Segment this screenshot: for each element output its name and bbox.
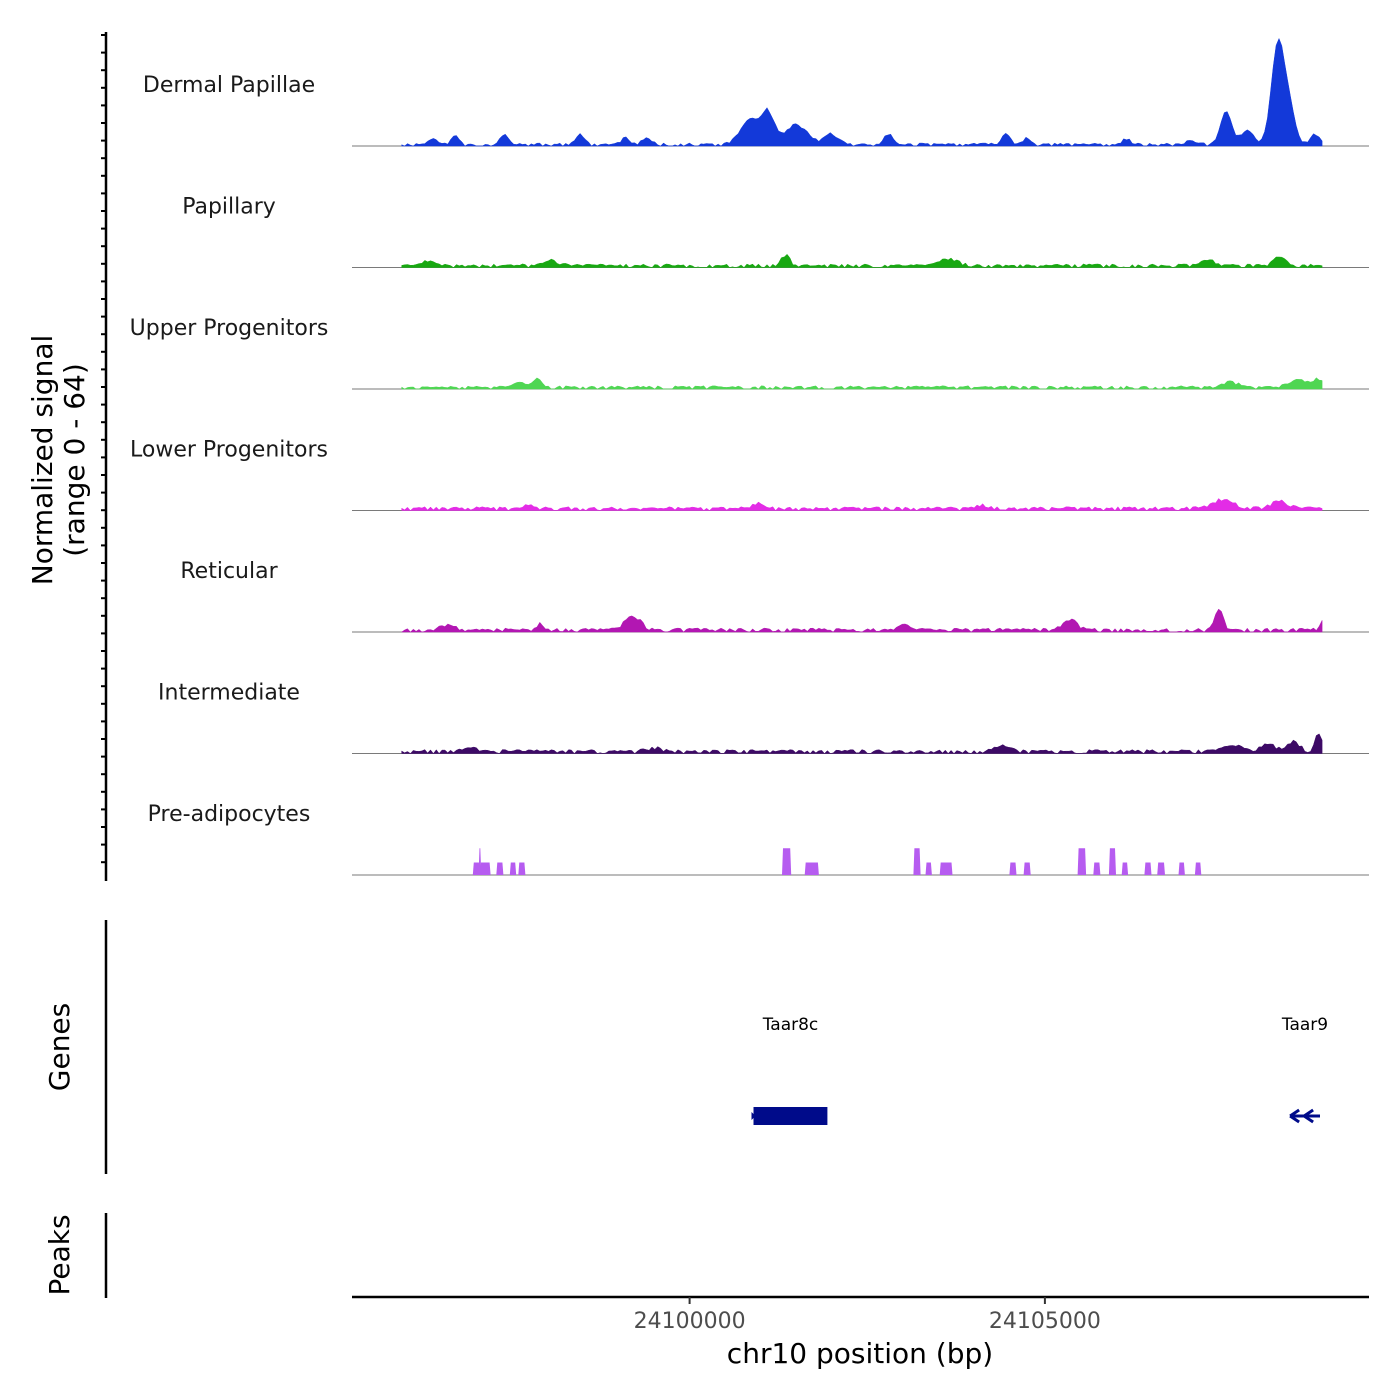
x-tick-label: 24100000 bbox=[634, 1309, 746, 1334]
peaks-label: Peaks bbox=[43, 1214, 76, 1295]
track-dermal-papillae: Dermal Papillae bbox=[143, 37, 1369, 147]
signal-block bbox=[939, 862, 953, 875]
track-label: Upper Progenitors bbox=[130, 316, 329, 341]
track-papillary: Papillary bbox=[182, 195, 1369, 268]
signal-area bbox=[401, 253, 1323, 268]
x-axis-title: chr10 position (bp) bbox=[727, 1337, 993, 1370]
signal-y-axis bbox=[101, 32, 108, 881]
track-pre-adipocytes: Pre-adipocytes bbox=[148, 802, 1369, 876]
gene-strand-arrow bbox=[751, 1112, 756, 1120]
signal-block bbox=[1157, 862, 1165, 875]
signal-block bbox=[804, 862, 819, 875]
track-label: Dermal Papillae bbox=[143, 73, 315, 98]
gene-taar9: Taar9 bbox=[1281, 1015, 1328, 1124]
gene-label: Taar8c bbox=[762, 1015, 819, 1035]
gene-body bbox=[753, 1107, 828, 1125]
signal-block bbox=[1009, 862, 1017, 875]
signal-block bbox=[1194, 862, 1202, 875]
x-tick-label: 24105000 bbox=[989, 1309, 1101, 1334]
gene-label: Taar9 bbox=[1281, 1015, 1328, 1035]
signal-block bbox=[782, 848, 792, 875]
track-label: Reticular bbox=[180, 559, 278, 584]
signal-area bbox=[401, 733, 1323, 754]
y-axis-title-line1: Normalized signal bbox=[26, 335, 59, 586]
track-label: Papillary bbox=[182, 195, 276, 220]
signal-area bbox=[401, 498, 1323, 511]
y-axis-title-line2: (range 0 - 64) bbox=[58, 363, 91, 557]
signal-block bbox=[509, 862, 517, 875]
track-label: Intermediate bbox=[158, 681, 300, 706]
signal-block bbox=[1178, 862, 1185, 875]
x-axis-ticks: 24100000 24105000 bbox=[634, 1297, 1101, 1334]
signal-area bbox=[401, 37, 1323, 147]
signal-block bbox=[1121, 862, 1129, 875]
signal-block bbox=[496, 862, 504, 875]
track-label: Lower Progenitors bbox=[130, 438, 328, 463]
signal-block bbox=[925, 862, 932, 875]
signal-block bbox=[479, 862, 491, 875]
track-lower-progenitors: Lower Progenitors bbox=[130, 438, 1369, 511]
track-intermediate: Intermediate bbox=[158, 681, 1369, 754]
gene-strand-arrow bbox=[1303, 1108, 1314, 1124]
gene-taar8c: Taar8c bbox=[751, 1015, 828, 1125]
signal-area bbox=[401, 377, 1323, 390]
signal-block bbox=[472, 862, 480, 875]
signal-area bbox=[400, 608, 1323, 633]
signal-block bbox=[913, 848, 921, 875]
gene-track: Taar8c Taar9 bbox=[751, 1015, 1328, 1125]
signal-block bbox=[1144, 862, 1152, 875]
gene-strand-arrow bbox=[1289, 1108, 1300, 1124]
signal-tracks: Dermal Papillae Papillary Upper Progenitor… bbox=[130, 37, 1369, 876]
signal-block bbox=[1108, 848, 1116, 875]
signal-block bbox=[518, 862, 526, 875]
signal-block bbox=[1077, 848, 1087, 875]
genes-label: Genes bbox=[43, 1003, 76, 1091]
signal-block bbox=[1093, 862, 1101, 875]
track-reticular: Reticular bbox=[180, 559, 1369, 633]
track-label: Pre-adipocytes bbox=[148, 802, 311, 827]
signal-block bbox=[1023, 862, 1031, 875]
track-upper-progenitors: Upper Progenitors bbox=[130, 316, 1369, 390]
signal-y-axis-ticks bbox=[101, 34, 106, 864]
